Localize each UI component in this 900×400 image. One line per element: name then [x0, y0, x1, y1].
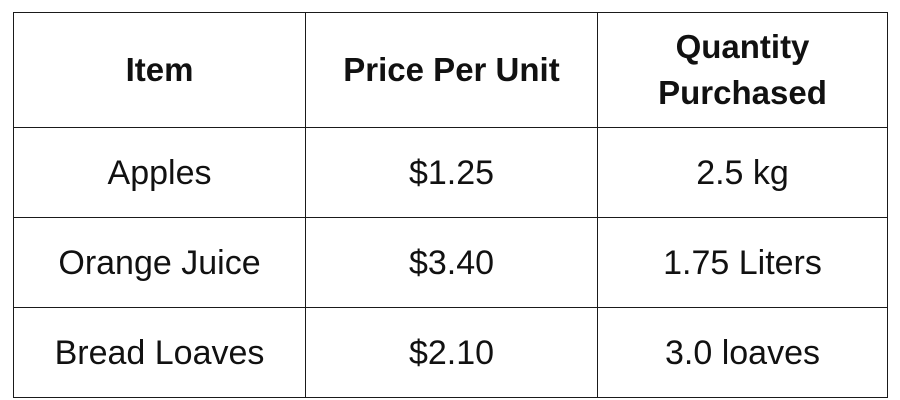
cell-quantity: 1.75 Liters [597, 217, 888, 308]
cell-item: Orange Juice [13, 217, 306, 308]
price-table-container: Item Price Per Unit Quantity Purchased A… [13, 12, 888, 398]
cell-quantity: 3.0 loaves [597, 307, 888, 398]
table-row: Orange Juice $3.40 1.75 Liters [13, 217, 888, 308]
header-price-per-unit: Price Per Unit [305, 12, 598, 128]
cell-price: $2.10 [305, 307, 598, 398]
cell-price: $3.40 [305, 217, 598, 308]
cell-item: Bread Loaves [13, 307, 306, 398]
price-table: Item Price Per Unit Quantity Purchased A… [13, 12, 888, 398]
header-quantity-line-2: Purchased [658, 74, 827, 111]
cell-price: $1.25 [305, 127, 598, 218]
table-row: Apples $1.25 2.5 kg [13, 127, 888, 218]
table-row: Bread Loaves $2.10 3.0 loaves [13, 307, 888, 398]
header-item: Item [13, 12, 306, 128]
header-quantity-purchased: Quantity Purchased [597, 12, 888, 128]
cell-item: Apples [13, 127, 306, 218]
cell-quantity: 2.5 kg [597, 127, 888, 218]
table-header-row: Item Price Per Unit Quantity Purchased [13, 12, 888, 128]
header-quantity-line-1: Quantity [675, 28, 810, 65]
